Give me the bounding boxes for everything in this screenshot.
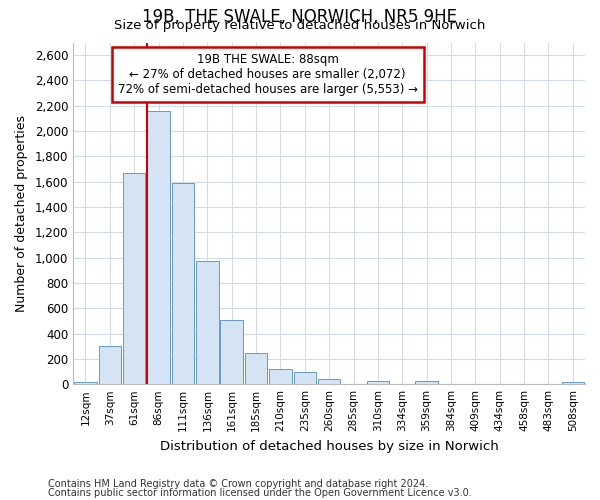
Bar [172, 183, 194, 384]
Bar [98, 346, 121, 384]
Text: Contains public sector information licensed under the Open Government Licence v3: Contains public sector information licen… [48, 488, 472, 498]
Bar [367, 381, 389, 384]
Text: 19B THE SWALE: 88sqm
← 27% of detached houses are smaller (2,072)
72% of semi-de: 19B THE SWALE: 88sqm ← 27% of detached h… [118, 53, 418, 96]
Text: Size of property relative to detached houses in Norwich: Size of property relative to detached ho… [115, 19, 485, 32]
Bar [318, 379, 340, 384]
Y-axis label: Number of detached properties: Number of detached properties [15, 115, 28, 312]
Bar [148, 112, 170, 384]
Bar [415, 381, 438, 384]
Text: Contains HM Land Registry data © Crown copyright and database right 2024.: Contains HM Land Registry data © Crown c… [48, 479, 428, 489]
Bar [220, 320, 243, 384]
Bar [269, 369, 292, 384]
X-axis label: Distribution of detached houses by size in Norwich: Distribution of detached houses by size … [160, 440, 499, 452]
Bar [196, 262, 218, 384]
Bar [245, 352, 267, 384]
Text: 19B, THE SWALE, NORWICH, NR5 9HE: 19B, THE SWALE, NORWICH, NR5 9HE [143, 8, 458, 26]
Bar [123, 173, 145, 384]
Bar [562, 382, 584, 384]
Bar [293, 372, 316, 384]
Bar [74, 382, 97, 384]
